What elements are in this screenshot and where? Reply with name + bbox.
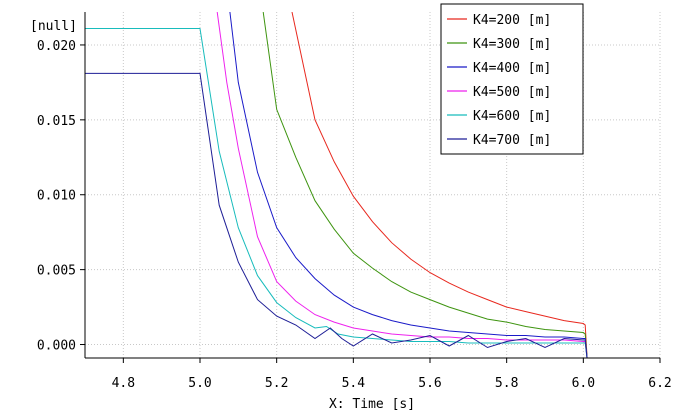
x-tick-label: 6.0 [572, 376, 595, 391]
series-line-2 [262, 12, 588, 358]
series-line-5 [85, 28, 588, 358]
y-tick-label: 0.010 [37, 189, 76, 204]
tick-labels: 4.8 5.0 5.2 5.4 5.6 5.8 6.0 6.2 0.000 0.005 0.010 0… [37, 39, 672, 391]
legend-label: K4=300 [m] [473, 37, 551, 52]
series-line-3 [229, 12, 588, 358]
x-tick-label: 5.6 [418, 376, 441, 391]
axis-ticks [80, 44, 661, 363]
y-tick-label: 0.005 [37, 264, 76, 279]
x-tick-label: 5.8 [495, 376, 518, 391]
legend-label: K4=600 [m] [473, 109, 551, 124]
x-tick-label: 6.2 [648, 376, 671, 391]
x-axis-label: X: Time [s] [329, 397, 415, 412]
plot-area [85, 12, 588, 358]
legend-label: K4=200 [m] [473, 13, 551, 28]
y-tick-label: 0.015 [37, 114, 76, 129]
x-tick-label: 4.8 [112, 376, 135, 391]
x-tick-label: 5.4 [342, 376, 366, 391]
legend-label: K4=400 [m] [473, 61, 551, 76]
y-tick-label: 0.020 [37, 39, 76, 54]
legend-label: K4=500 [m] [473, 85, 551, 100]
series-line-4 [216, 12, 588, 358]
series-line-6 [85, 72, 588, 358]
x-tick-label: 5.2 [265, 376, 288, 391]
y-axis-label: [null] [30, 19, 77, 34]
legend-box [440, 3, 584, 155]
y-tick-label: 0.000 [37, 339, 76, 354]
series-line-1 [291, 12, 588, 358]
legend-label: K4=700 [m] [473, 133, 551, 148]
x-tick-label: 5.0 [188, 376, 211, 391]
legend: K4=200 [m] K4=300 [m] K4=400 [m] K4=500 [m]… [440, 3, 584, 155]
